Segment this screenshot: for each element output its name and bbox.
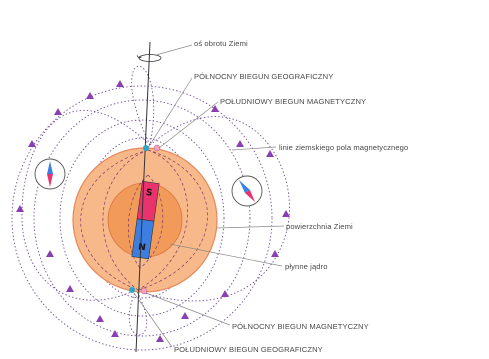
label-rotation-axis: oś obrotu Ziemi [194, 39, 248, 48]
compass-left-icon [35, 159, 65, 189]
magnet-north-label: N [137, 242, 146, 253]
label-earth-surface: powierzchnia Ziemi [286, 222, 353, 231]
label-field-lines: linie ziemskiego pola magnetycznego [279, 143, 408, 152]
rotation-indicator-icon [139, 55, 161, 62]
magnet-south-label: S [145, 188, 153, 199]
south-geographic-pole-marker [129, 287, 135, 293]
label-south-magnetic-pole: POŁUDNIOWY BIEGUN MAGNETYCZNY [220, 97, 366, 106]
compass-right-icon [232, 176, 262, 206]
label-liquid-core: płynne jądro [285, 262, 328, 271]
label-south-geographic-pole: POŁUDNIOWY BIEGUN GEOGRAFICZNY [174, 345, 323, 354]
label-north-geographic-pole: PÓŁNOCNY BIEGUN GEOGRAFICZNY [194, 72, 333, 81]
label-north-magnetic-pole: PÓŁNOCNY BIEGUN MAGNETYCZNY [232, 322, 369, 331]
